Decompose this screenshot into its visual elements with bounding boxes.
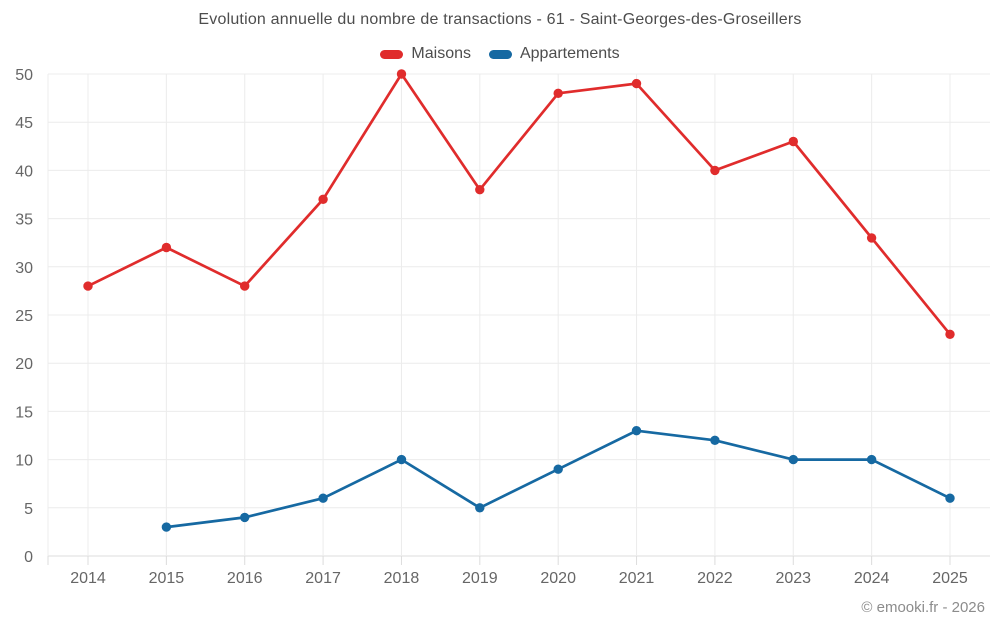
y-axis-tick-label: 50 — [15, 67, 33, 84]
x-axis-tick-label: 2019 — [462, 570, 498, 587]
appartements-data-point[interactable] — [631, 426, 642, 436]
copyright-footer: © emooki.fr - 2026 — [861, 599, 985, 616]
x-axis-tick-label: 2021 — [619, 570, 655, 587]
maisons-data-point[interactable] — [318, 194, 328, 204]
appartements-data-point[interactable] — [553, 464, 563, 474]
appartements-data-point[interactable] — [475, 503, 485, 513]
appartements-data-point[interactable] — [866, 454, 877, 465]
y-axis-tick-label: 45 — [15, 115, 33, 132]
x-axis-tick-label: 2023 — [775, 570, 811, 587]
y-axis-tick-label: 30 — [15, 260, 33, 277]
legend-item-maisons[interactable]: Maisons — [380, 45, 471, 63]
appartements-data-point[interactable] — [240, 512, 250, 523]
appartements-data-point[interactable] — [318, 493, 328, 503]
appartements-legend-swatch-icon — [488, 49, 512, 59]
x-axis-tick-label: 2022 — [697, 570, 733, 587]
maisons-legend-label: Maisons — [411, 45, 471, 62]
maisons-data-point[interactable] — [631, 78, 642, 89]
appartements-data-point[interactable] — [396, 454, 407, 465]
x-axis-tick-label: 2024 — [854, 570, 890, 587]
x-axis-tick-label: 2014 — [70, 570, 106, 587]
y-axis-tick-label: 25 — [15, 308, 33, 325]
y-axis-tick-label: 5 — [24, 501, 33, 518]
y-axis-tick-label: 40 — [15, 163, 33, 180]
x-axis-tick-label: 2016 — [227, 570, 263, 587]
x-axis-tick-label: 2015 — [149, 570, 185, 587]
y-axis-tick-label: 35 — [15, 212, 33, 229]
y-axis-tick-label: 10 — [15, 453, 33, 470]
maisons-data-point[interactable] — [475, 185, 485, 195]
appartements-data-point[interactable] — [788, 454, 798, 465]
appartements-data-point[interactable] — [710, 435, 720, 445]
maisons-legend-swatch-icon — [380, 49, 404, 59]
legend-item-appartements[interactable]: Appartements — [488, 45, 620, 63]
x-axis-tick-label: 2025 — [932, 570, 968, 587]
appartements-data-point[interactable] — [945, 493, 955, 503]
maisons-series-line — [86, 72, 952, 336]
maisons-data-point[interactable] — [788, 136, 798, 147]
x-axis-tick-label: 2017 — [305, 570, 341, 587]
maisons-data-point[interactable] — [710, 165, 720, 176]
maisons-data-point[interactable] — [945, 329, 955, 339]
appartements-data-point[interactable] — [161, 522, 172, 532]
maisons-data-point[interactable] — [866, 233, 877, 243]
maisons-data-point[interactable] — [240, 281, 250, 291]
maisons-data-point[interactable] — [396, 69, 407, 79]
maisons-data-point[interactable] — [553, 88, 563, 99]
y-axis-tick-label: 20 — [15, 356, 33, 373]
y-axis-tick-label: 0 — [24, 549, 33, 566]
appartements-legend-label: Appartements — [519, 45, 620, 62]
y-axis-tick-label: 15 — [15, 404, 33, 421]
maisons-data-point[interactable] — [83, 281, 93, 291]
chart-legend: Maisons Appartements — [0, 45, 1000, 63]
chart-title: Evolution annuelle du nombre de transact… — [198, 11, 802, 28]
x-axis-tick-label: 2020 — [540, 570, 576, 587]
maisons-data-point[interactable] — [161, 242, 172, 253]
x-axis-tick-label: 2018 — [384, 570, 420, 587]
